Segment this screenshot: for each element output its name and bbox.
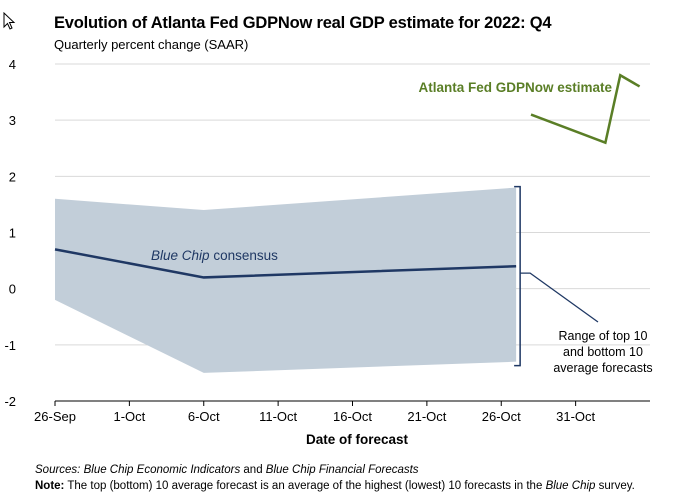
mouse-cursor-icon	[3, 12, 16, 30]
line-chart: -2 -1 0 1 2 3 4 26-Sep 1-Oct 6-Oct 11-Oct 16-Oct 21…	[4, 57, 653, 447]
series-labels: Blue Chip consensus Atlanta Fed GDPNow e…	[151, 80, 653, 375]
x-axis: 26-Sep 1-Oct 6-Oct 11-Oct 16-Oct 21-Oct 26-Oct…	[34, 400, 650, 424]
source-and: and	[243, 464, 263, 476]
y-tick-label-4: 4	[9, 57, 16, 72]
sources-note: Sources: Blue Chip Economic Indicators a…	[35, 463, 419, 477]
range-band-area	[55, 187, 517, 373]
footnote: Note: The top (bottom) 10 average foreca…	[35, 479, 635, 493]
gdpnow-series-label: Atlanta Fed GDPNow estimate	[418, 80, 612, 95]
x-tick-label-31-Oct: 31-Oct	[556, 409, 595, 424]
note-text-2: survey.	[598, 480, 635, 492]
range-annotation-line-1: Range of top 10	[559, 329, 648, 343]
chart-title: Evolution of Atlanta Fed GDPNow real GDP…	[54, 14, 552, 32]
bluechip-label-rest: consensus	[213, 248, 278, 263]
range-band-layer	[55, 187, 517, 373]
x-tick-label-26-Sep: 26-Sep	[34, 409, 76, 424]
annotation-layer	[514, 185, 599, 367]
y-tick-label-3: 3	[9, 113, 16, 128]
x-axis-title: Date of forecast	[306, 432, 409, 447]
y-tick-label-2: 2	[9, 169, 16, 184]
note-label: Note:	[35, 480, 65, 492]
x-tick-label-21-Oct: 21-Oct	[407, 409, 446, 424]
x-tick-label-6-Oct: 6-Oct	[188, 409, 220, 424]
range-bracket	[514, 185, 521, 367]
range-annotation-line-2: and bottom 10	[563, 345, 643, 359]
x-tick-label-16-Oct: 16-Oct	[333, 409, 372, 424]
source-2: Blue Chip Financial Forecasts	[265, 464, 419, 476]
series-lines	[54, 73, 641, 279]
bluechip-series-label: Blue Chip consensus	[151, 248, 278, 263]
y-tick-label-1: 1	[9, 226, 16, 241]
y-axis-ticks: -2 -1 0 1 2 3 4	[4, 57, 16, 409]
y-tick-label--2: -2	[4, 394, 16, 409]
series-line-gdpnow	[530, 73, 641, 145]
range-leader-line	[520, 272, 599, 323]
sources-label: Sources:	[35, 464, 81, 476]
chart-subtitle: Quarterly percent change (SAAR)	[54, 37, 249, 52]
note-text-1: The top (bottom) 10 average forecast is …	[67, 480, 543, 492]
x-tick-label-26-Oct: 26-Oct	[482, 409, 521, 424]
source-1: Blue Chip Economic Indicators	[83, 464, 241, 476]
range-annotation-line-3: average forecasts	[553, 361, 652, 375]
y-tick-label-0: 0	[9, 282, 16, 297]
bluechip-label-italic: Blue Chip	[151, 248, 210, 263]
note-italic: Blue Chip	[545, 480, 596, 492]
x-tick-label-1-Oct: 1-Oct	[113, 409, 145, 424]
y-tick-label--1: -1	[4, 338, 16, 353]
x-tick-label-11-Oct: 11-Oct	[259, 409, 297, 424]
